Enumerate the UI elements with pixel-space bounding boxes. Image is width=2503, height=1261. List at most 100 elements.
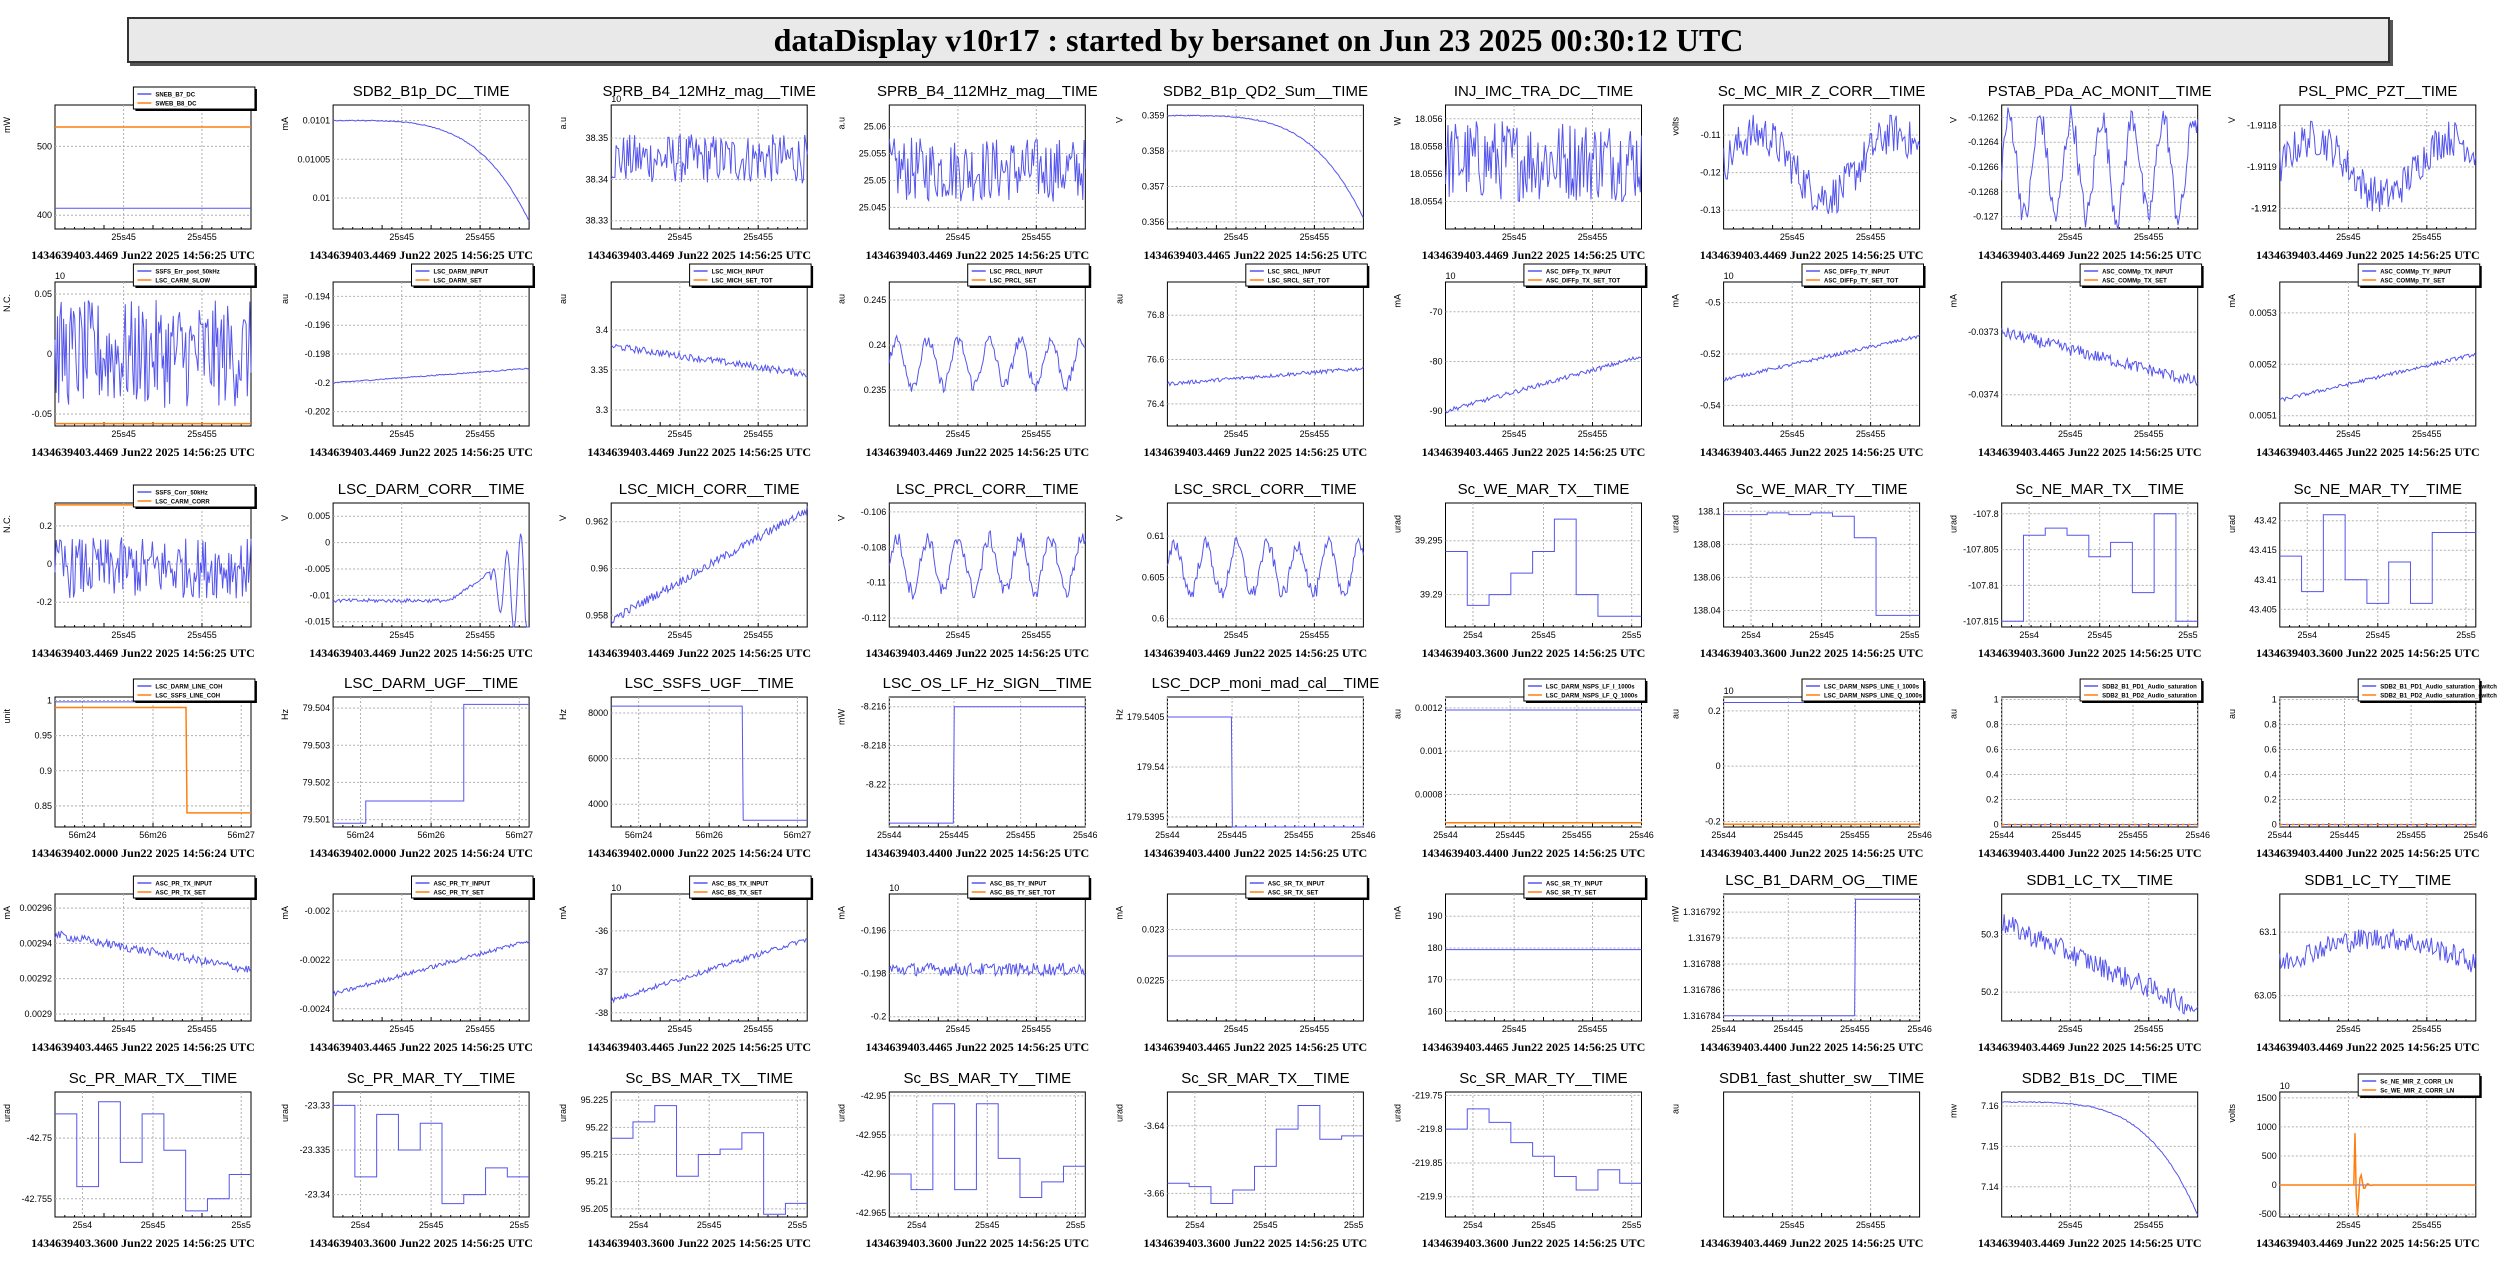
y-tick-label: 79.503 — [303, 740, 331, 750]
chart-footer-timestamp: 1434639403.4469 Jun22 2025 14:56:25 UTC — [31, 445, 255, 459]
y-tick-label: 0.00292 — [19, 974, 52, 984]
y-tick-label: 0.9 — [39, 766, 52, 776]
legend-entry: ASC_DIFFp_TY_INPUT — [1824, 270, 1890, 276]
chart-footer-timestamp: 1434639403.3600 Jun22 2025 14:56:25 UTC — [865, 1236, 1089, 1250]
y-axis-label: au — [1949, 709, 1959, 719]
axis-exponent: 10 — [611, 883, 621, 893]
x-tick-label: 25s44 — [1711, 830, 1736, 840]
chart-panel: 25s44 25s445 25s455 25s46 -8.216 -8.218 -8.22 m… — [836, 675, 1097, 860]
chart-footer-timestamp: 1434639402.0000 Jun22 2025 14:56:24 UTC — [31, 846, 255, 860]
x-tick-label: 25s46 — [1073, 830, 1098, 840]
legend-entry: SNEB_B7_DC — [155, 93, 195, 99]
chart-panel: 25s45 25s455 -0.0373 -0.0374 mA ASC_COMMp_TX_… — [1949, 263, 2204, 459]
y-tick-label: -0.2 — [1705, 816, 1721, 826]
legend-box — [967, 875, 1090, 899]
x-tick-label: 25s445 — [1774, 830, 1804, 840]
x-tick-label: 25s455 — [1856, 429, 1886, 439]
y-tick-label: 95.215 — [581, 1150, 609, 1160]
y-tick-label: 3.35 — [591, 365, 609, 375]
chart-panel: 25s45 25s455 38.35 38.34 38.33 10 a.u SPRB_B4_1… — [558, 83, 816, 262]
plot-frame — [2279, 696, 2477, 828]
plot-frame — [888, 502, 1086, 628]
x-tick-label: 25s455 — [187, 429, 217, 439]
legend-entry: ASC_COMMp_TY_SET — [2380, 279, 2445, 285]
y-tick-label: -0.1268 — [1968, 187, 1999, 197]
chart-footer-timestamp: 1434639403.3600 Jun22 2025 14:56:25 UTC — [1700, 646, 1924, 660]
chart-panel: 25s44 25s445 25s455 25s46 179.5405 179.54 179.… — [1114, 675, 1379, 860]
chart-footer-timestamp: 1434639403.4469 Jun22 2025 14:56:25 UTC — [1700, 1236, 1924, 1250]
series-line — [1445, 356, 1642, 414]
x-tick-label: 25s45 — [1780, 232, 1805, 242]
series-line — [332, 940, 530, 997]
y-tick-label: 0.005 — [308, 511, 331, 521]
chart-panel: 56m24 56m26 56m27 8000 6000 4000 Hz LSC_SSFS_UG… — [558, 675, 811, 860]
x-tick-label: 25s46 — [1629, 830, 1654, 840]
x-tick-label: 56m27 — [506, 830, 534, 840]
chart-footer-timestamp: 1434639403.4465 Jun22 2025 14:56:25 UTC — [1422, 1040, 1646, 1054]
axis-exponent: 10 — [1724, 271, 1734, 281]
y-tick-label: 0 — [47, 349, 52, 359]
series-line — [610, 506, 808, 624]
y-tick-label: -0.54 — [1700, 400, 1721, 410]
y-tick-label: 0.245 — [864, 295, 887, 305]
y-tick-label: -0.005 — [305, 564, 331, 574]
legend-box — [2079, 263, 2203, 287]
y-tick-label: 7.16 — [1981, 1101, 1999, 1111]
x-tick-label: 25s455 — [187, 1024, 217, 1034]
x-tick-label: 25s455 — [1022, 630, 1052, 640]
plot-frame — [1723, 1091, 1921, 1218]
plot-frame — [2279, 1091, 2477, 1218]
y-tick-label: 79.502 — [303, 777, 331, 787]
y-axis-label: mA — [2227, 294, 2237, 308]
x-tick-label: 25s44 — [1433, 830, 1458, 840]
y-tick-label: 0.2 — [1708, 706, 1721, 716]
plot-frame — [1166, 1091, 1364, 1218]
y-axis-label: mA — [1949, 294, 1959, 308]
y-axis-label: mA — [1393, 294, 1403, 308]
x-tick-label: 25s45 — [1502, 1024, 1527, 1034]
legend-entry: ASC_BS_TY_INPUT — [990, 882, 1047, 888]
y-tick-label: -0.05 — [31, 409, 52, 419]
x-tick-label: 56m26 — [417, 830, 445, 840]
chart-title: Sc_WE_MAR_TX__TIME — [1458, 481, 1630, 498]
chart-title: SDB2_B1p_QD2_Sum__TIME — [1163, 83, 1368, 100]
chart-panel: 25s4 25s45 25s5 138.1 138.08 138.06 138.04 urad… — [1671, 481, 1924, 660]
chart-panel: 25s4 25s45 25s5 -219.75 -219.8 -219.85 -219.9 u… — [1393, 1070, 1646, 1250]
chart-panel: 25s45 25s455 7.16 7.15 7.14 mw SDB2_B1s_DC__TI… — [1949, 1070, 2202, 1250]
legend-box — [2357, 678, 2481, 702]
y-axis-label: Hz — [280, 709, 290, 720]
y-tick-label: -3.64 — [1144, 1121, 1165, 1131]
chart-panel: 25s45 25s455 -0.196 -0.198 -0.2 10 mA ASC_BS_TY… — [836, 875, 1092, 1054]
x-tick-label: 25s4 — [351, 1220, 371, 1230]
legend-box — [132, 86, 256, 110]
legend-box — [1801, 263, 1925, 287]
y-axis-label: au — [836, 294, 846, 304]
y-tick-label: -42.955 — [856, 1130, 887, 1140]
chart-panel: 25s45 25s455 -0.11 -0.12 -0.13 volts Sc_MC_MIR… — [1671, 83, 1926, 262]
x-tick-label: 25s455 — [187, 630, 217, 640]
series-line — [888, 530, 1086, 600]
chart-footer-timestamp: 1434639403.4469 Jun22 2025 14:56:25 UTC — [1700, 248, 1924, 262]
y-tick-label: -80 — [1429, 356, 1442, 366]
chart-panel: 25s45 25s455 -0.002 -0.0022 -0.0024 mA ASC_PR_… — [280, 875, 536, 1054]
y-tick-label: 0.6 — [1986, 745, 1999, 755]
y-tick-label: 0.0053 — [2249, 308, 2277, 318]
series-line — [333, 703, 530, 824]
y-tick-label: -1.912 — [2251, 203, 2277, 213]
x-tick-label: 25s455 — [187, 232, 217, 242]
y-tick-label: -219.9 — [1417, 1192, 1443, 1202]
x-tick-label: 25s5 — [2456, 630, 2476, 640]
y-tick-label: 160 — [1427, 1006, 1442, 1016]
plot-frame — [2001, 696, 2199, 828]
y-tick-label: -0.002 — [305, 906, 331, 916]
legend-box — [411, 875, 534, 899]
y-tick-label: -0.196 — [861, 926, 887, 936]
legend-entry: LSC_SRCL_SET_TOT — [1268, 279, 1330, 285]
legend-entry: ASC_SR_TY_INPUT — [1546, 882, 1603, 888]
legend-box — [1523, 875, 1646, 899]
y-tick-label: 0.2 — [1986, 795, 1999, 805]
chart-panel: 25s45 25s455 0.245 0.24 0.235 au LSC_PRCL_INPU… — [836, 263, 1092, 459]
y-tick-label: -23.335 — [300, 1145, 331, 1155]
chart-panel: 25s45 25s455 0.61 0.605 0.6 V LSC_SRCL_CORR__T… — [1114, 481, 1367, 660]
